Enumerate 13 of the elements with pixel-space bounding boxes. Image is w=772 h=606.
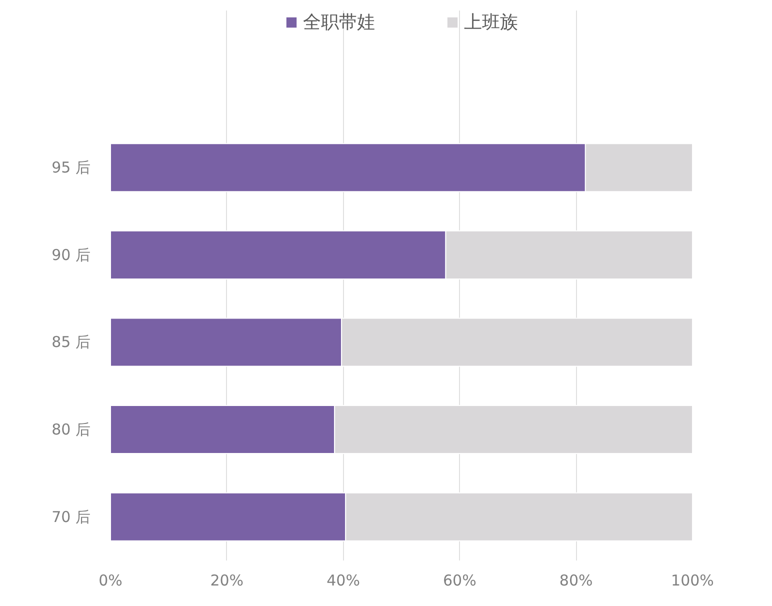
legend-label: 全职带娃 bbox=[303, 11, 375, 34]
y-tick-label: 80 后 bbox=[52, 420, 91, 439]
x-tick-label: 80% bbox=[559, 572, 593, 590]
legend-label: 上班族 bbox=[464, 11, 518, 34]
x-tick-label: 40% bbox=[326, 572, 360, 590]
y-tick-label: 95 后 bbox=[52, 158, 91, 177]
x-tick-label: 60% bbox=[443, 572, 476, 590]
x-tick-label: 100% bbox=[671, 572, 714, 590]
y-tick-label: 90 后 bbox=[52, 246, 91, 264]
y-tick-label: 70 后 bbox=[52, 508, 91, 526]
x-tick-label: 0% bbox=[98, 572, 122, 590]
y-tick-label: 85 后 bbox=[52, 333, 91, 352]
x-tick-label: 20% bbox=[210, 572, 244, 590]
